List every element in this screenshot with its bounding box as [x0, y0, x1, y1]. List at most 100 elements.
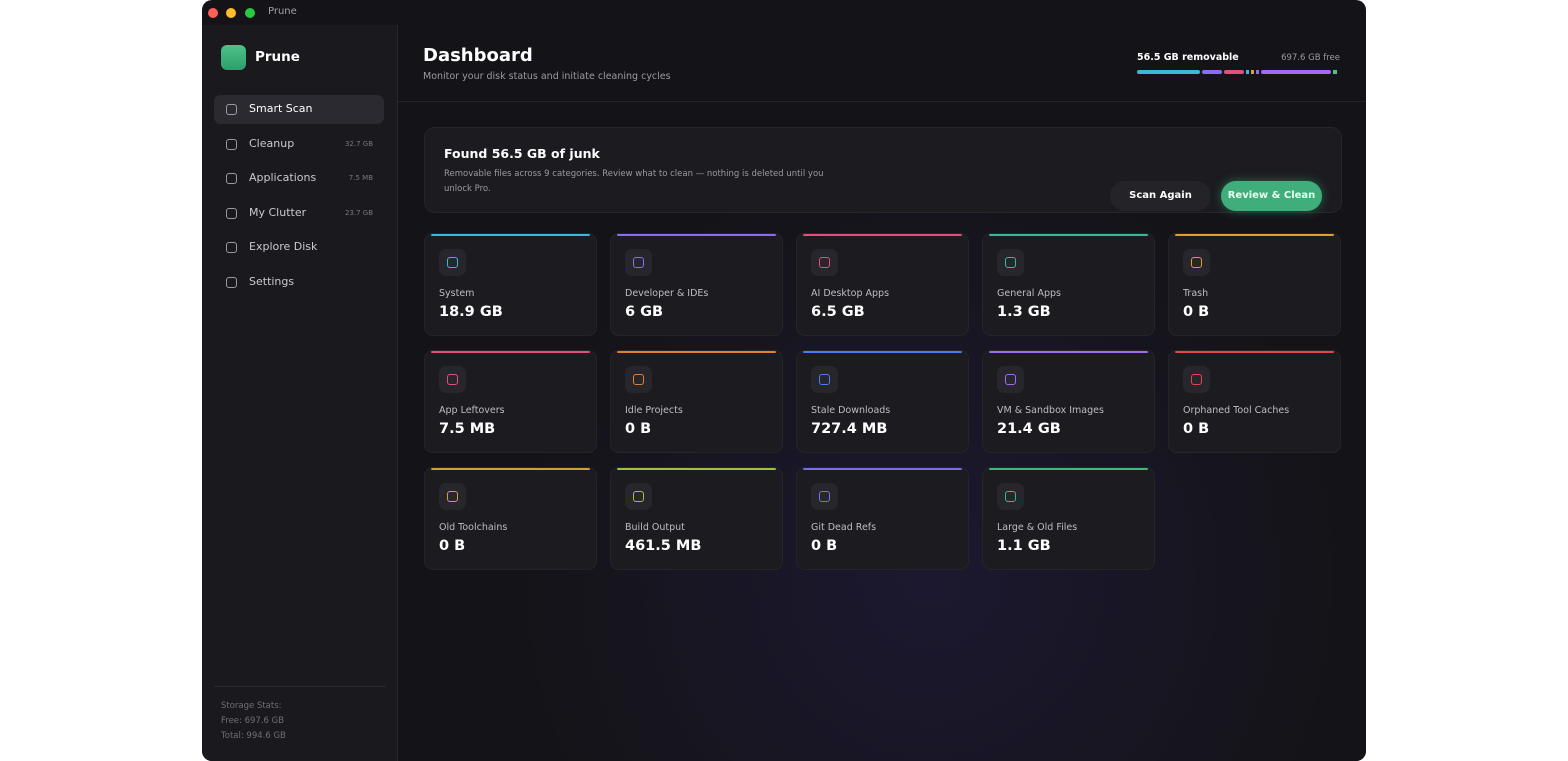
category-card[interactable]: Large & Old Files 1.1 GB	[982, 467, 1155, 570]
card-accent	[1175, 351, 1334, 353]
card-accent	[989, 468, 1148, 470]
card-icon	[997, 366, 1024, 393]
card-label: Build Output	[625, 522, 685, 533]
category-card[interactable]: Trash 0 B	[1168, 233, 1341, 336]
nav-item[interactable]: Explore Disk	[214, 233, 384, 262]
nav-item[interactable]: My Clutter 23.7 GB	[214, 199, 384, 228]
divider	[398, 101, 1366, 102]
card-label: Idle Projects	[625, 405, 683, 416]
category-card[interactable]: AI Desktop Apps 6.5 GB	[796, 233, 969, 336]
scan-again-button[interactable]: Scan Again	[1110, 181, 1211, 211]
category-card[interactable]: Orphaned Tool Caches 0 B	[1168, 350, 1341, 453]
app-window: Prune Prune Smart Scan Cleanup 32.7 GB Appl…	[202, 0, 1366, 761]
bar-segment	[1202, 70, 1222, 74]
card-icon	[439, 249, 466, 276]
card-icon	[811, 366, 838, 393]
nav-label: Cleanup	[249, 136, 295, 150]
category-card[interactable]: VM & Sandbox Images 21.4 GB	[982, 350, 1155, 453]
main-panel: Dashboard Monitor your disk status and i…	[398, 25, 1366, 761]
card-accent	[431, 351, 590, 353]
minimize-button[interactable]	[226, 8, 236, 18]
nav-item[interactable]: Cleanup 32.7 GB	[214, 130, 384, 159]
nav-icon	[226, 242, 237, 253]
card-label: System	[439, 288, 475, 299]
card-accent	[803, 468, 962, 470]
card-accent	[431, 234, 590, 236]
category-card[interactable]: App Leftovers 7.5 MB	[424, 350, 597, 453]
category-card[interactable]: System 18.9 GB	[424, 233, 597, 336]
storage-free: Free: 697.6 GB	[221, 716, 285, 726]
card-value: 0 B	[811, 538, 838, 554]
sidebar: Prune Smart Scan Cleanup 32.7 GB Applicatio…	[202, 25, 398, 761]
card-icon	[997, 249, 1024, 276]
card-label: VM & Sandbox Images	[997, 405, 1104, 416]
app-logo	[221, 45, 246, 70]
card-value: 461.5 MB	[625, 538, 702, 554]
nav-item[interactable]: Applications 7.5 MB	[214, 164, 384, 193]
card-icon	[1183, 366, 1210, 393]
storage-bar	[1137, 70, 1340, 74]
page-title: Dashboard	[423, 45, 533, 66]
close-button[interactable]	[208, 8, 218, 18]
category-card[interactable]: Build Output 461.5 MB	[610, 467, 783, 570]
divider	[214, 686, 386, 687]
nav-item[interactable]: Settings	[214, 268, 384, 297]
icon-glyph	[819, 374, 830, 385]
nav-item[interactable]: Smart Scan	[214, 95, 384, 124]
card-value: 0 B	[439, 538, 466, 554]
review-clean-button[interactable]: Review & Clean	[1221, 181, 1322, 211]
window-title: Prune	[268, 6, 297, 17]
icon-glyph	[819, 491, 830, 502]
card-icon	[439, 366, 466, 393]
card-icon	[1183, 249, 1210, 276]
icon-glyph	[1005, 491, 1016, 502]
free-label: 697.6 GB free	[1281, 53, 1340, 63]
zoom-button[interactable]	[245, 8, 255, 18]
bar-segment	[1256, 70, 1259, 74]
nav-size: 23.7 GB	[344, 208, 373, 217]
card-value: 7.5 MB	[439, 421, 496, 437]
category-card[interactable]: Old Toolchains 0 B	[424, 467, 597, 570]
card-label: Stale Downloads	[811, 405, 891, 416]
card-icon	[439, 483, 466, 510]
card-accent	[989, 234, 1148, 236]
icon-glyph	[447, 374, 458, 385]
card-value: 18.9 GB	[439, 304, 503, 320]
banner-description: Removable files across 9 categories. Rev…	[444, 169, 824, 194]
bar-segment	[1137, 70, 1200, 74]
nav-icon	[226, 138, 237, 150]
card-icon	[625, 483, 652, 510]
icon-glyph	[1005, 374, 1016, 385]
banner-title: Found 56.5 GB of junk	[444, 146, 600, 161]
category-card[interactable]: Stale Downloads 727.4 MB	[796, 350, 969, 453]
nav-label: Settings	[249, 274, 295, 288]
bar-segment	[1246, 70, 1249, 74]
icon-glyph	[633, 374, 644, 385]
card-icon	[811, 249, 838, 276]
card-value: 1.3 GB	[997, 304, 1051, 320]
card-accent	[431, 468, 590, 470]
icon-glyph	[447, 491, 458, 502]
card-accent	[1175, 234, 1334, 236]
icon-glyph	[447, 257, 458, 268]
card-label: Old Toolchains	[439, 522, 508, 533]
card-label: AI Desktop Apps	[811, 288, 890, 299]
nav-icon	[226, 104, 237, 115]
category-card[interactable]: General Apps 1.3 GB	[982, 233, 1155, 336]
card-label: Orphaned Tool Caches	[1183, 405, 1290, 416]
card-value: 21.4 GB	[997, 421, 1061, 437]
category-card[interactable]: Idle Projects 0 B	[610, 350, 783, 453]
nav-size: 32.7 GB	[344, 139, 373, 148]
card-label: Large & Old Files	[997, 522, 1078, 533]
card-icon	[811, 483, 838, 510]
category-card[interactable]: Git Dead Refs 0 B	[796, 467, 969, 570]
category-card[interactable]: Developer & IDEs 6 GB	[610, 233, 783, 336]
card-value: 727.4 MB	[811, 421, 888, 437]
card-value: 0 B	[1183, 304, 1210, 320]
icon-glyph	[633, 491, 644, 502]
card-label: Developer & IDEs	[625, 288, 709, 299]
app-name: Prune	[255, 49, 300, 65]
icon-glyph	[1191, 257, 1202, 268]
nav-label: Smart Scan	[249, 102, 313, 115]
card-value: 0 B	[1183, 421, 1210, 437]
